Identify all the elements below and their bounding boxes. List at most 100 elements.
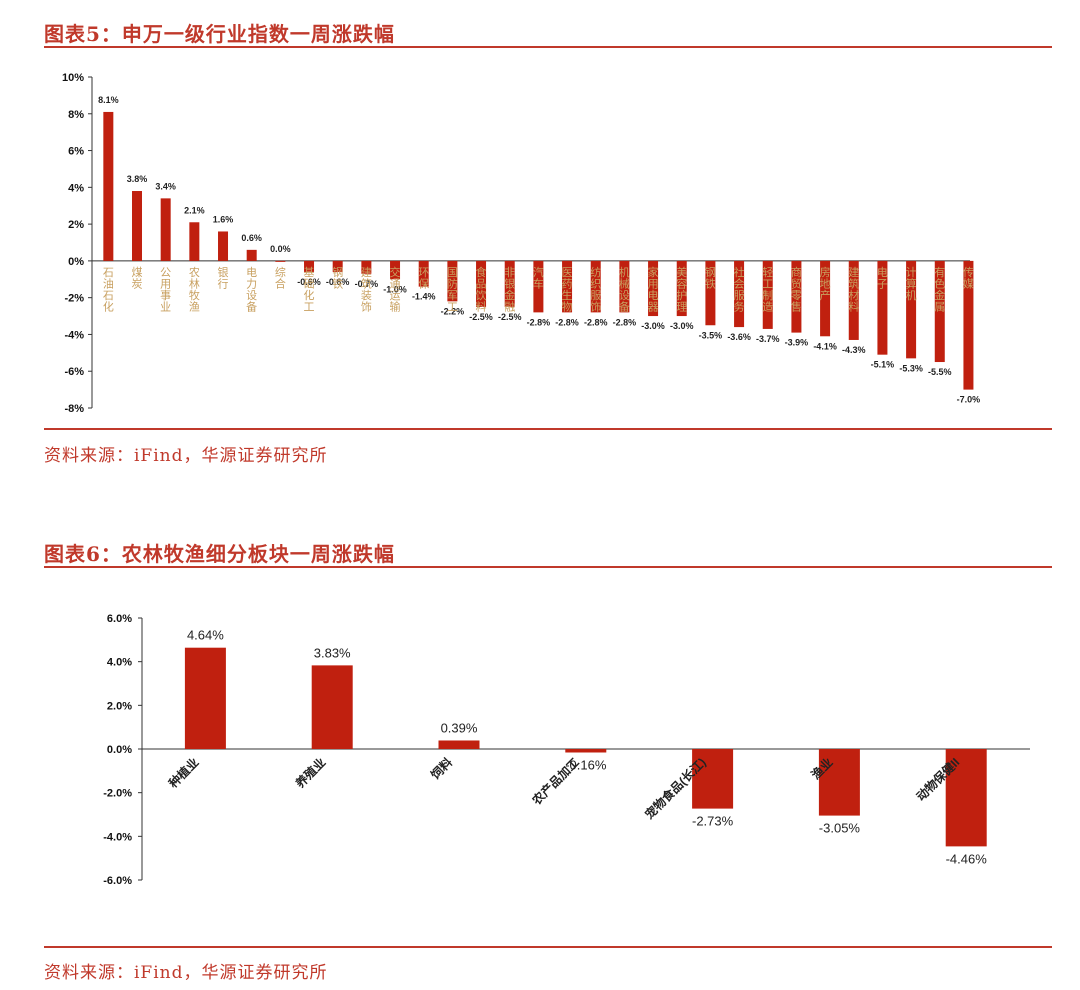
- category-label: 医药生物: [562, 267, 573, 314]
- bar: [103, 111, 114, 261]
- category-label: 房地产: [820, 266, 831, 302]
- data-label: -3.05%: [819, 821, 861, 836]
- y-tick-label: -4%: [64, 329, 84, 341]
- y-tick-label: 0.0%: [107, 744, 132, 756]
- bar: [332, 260, 343, 272]
- figure5-bottom-rule: [44, 428, 1052, 430]
- category-label: 社会服务: [734, 265, 745, 314]
- category-label: 轻工制造: [762, 265, 773, 314]
- data-label: -4.1%: [813, 341, 837, 351]
- category-label: 农产品加工: [528, 755, 582, 809]
- category-label: 机械设备: [619, 265, 630, 314]
- y-tick-label: -8%: [64, 403, 84, 415]
- data-label: -0.16%: [565, 757, 607, 772]
- bar: [246, 249, 257, 261]
- agri-subsector-weekly-change-chart: 6.0% 4.0% 2.0% 0.0% -2.0% -4.0% -6.0% 4.64% 种植业 3…: [103, 613, 1030, 887]
- bar: [762, 260, 773, 329]
- bar: [692, 749, 734, 809]
- data-label: -2.5%: [469, 312, 493, 322]
- category-label: 银行: [218, 265, 229, 291]
- y-tick-label: 2%: [68, 219, 84, 231]
- category-label: 商贸零售: [791, 265, 802, 314]
- category-label: 环保: [418, 267, 429, 291]
- y-tick-label: 2.0%: [107, 700, 132, 712]
- category-label: 钢铁: [332, 266, 343, 291]
- category-label: 美容护理: [676, 266, 687, 314]
- bar: [562, 260, 573, 313]
- figure5-top-rule: [44, 46, 1052, 48]
- figure5-title: 图表5：申万一级行业指数一周涨跌幅: [44, 22, 395, 46]
- data-label: -3.9%: [785, 338, 809, 348]
- category-label: 煤炭: [132, 266, 143, 291]
- y-tick-label: 4.0%: [107, 657, 132, 669]
- data-label: 0.6%: [241, 233, 262, 243]
- bar: [218, 231, 229, 261]
- data-label: -2.8%: [527, 317, 551, 327]
- data-label: -4.46%: [946, 851, 988, 866]
- bar: [648, 260, 659, 317]
- bar: [818, 749, 860, 816]
- industry-weekly-change-chart: 10% 8% 6% 4% 2% 0% -2% -4% -6% -8% 8.1% 石油石化 3.8% 煤炭 3…: [62, 72, 981, 415]
- bar: [418, 260, 429, 287]
- y-tick-label: 10%: [62, 72, 84, 84]
- data-label: -2.8%: [555, 317, 579, 327]
- data-label: -0.7%: [355, 279, 379, 289]
- bar: [619, 260, 630, 313]
- data-label: 3.4%: [155, 181, 176, 191]
- bar: [705, 260, 716, 326]
- data-label: 8.1%: [98, 95, 119, 105]
- category-label: 建筑装饰: [361, 265, 372, 314]
- y-tick-label: -2.0%: [103, 788, 132, 800]
- category-label: 有色金属: [934, 265, 945, 314]
- category-label: 汽车: [533, 265, 544, 291]
- data-label: 3.83%: [314, 645, 351, 660]
- category-label: 建筑材料: [848, 265, 859, 314]
- bar: [533, 260, 544, 313]
- figure6-top-rule: [44, 566, 1052, 568]
- bar: [189, 222, 200, 261]
- data-label: -3.6%: [727, 332, 751, 342]
- bar: [275, 260, 286, 262]
- category-label: 食品饮料: [476, 265, 487, 314]
- figure6-bottom-rule: [44, 946, 1052, 948]
- bar: [504, 260, 515, 307]
- category-label: 基础化工: [304, 266, 315, 314]
- data-label: -7.0%: [957, 395, 981, 405]
- category-label: 养殖业: [292, 755, 329, 792]
- data-label: -3.0%: [670, 321, 694, 331]
- category-label: 公用事业: [160, 267, 171, 314]
- data-label: 4.64%: [187, 628, 224, 643]
- data-label: 3.8%: [127, 174, 148, 184]
- bar: [734, 260, 745, 328]
- data-label: -5.5%: [928, 367, 952, 377]
- bar: [476, 260, 487, 307]
- data-label: -2.8%: [584, 317, 608, 327]
- y-tick-label: 8%: [68, 109, 84, 121]
- bar: [361, 260, 372, 274]
- bar: [447, 260, 458, 302]
- y-tick-label: 0%: [68, 256, 84, 268]
- figure6-source: 资料来源：iFind，华源证券研究所: [44, 963, 328, 983]
- bar: [676, 260, 687, 317]
- bar: [945, 749, 987, 847]
- data-label: 1.6%: [213, 214, 234, 224]
- data-label: 0.39%: [441, 720, 478, 735]
- category-label: 饲料: [427, 755, 455, 783]
- data-label: -2.5%: [498, 312, 522, 322]
- bar: [565, 749, 607, 753]
- category-label: 农林牧渔: [189, 265, 200, 314]
- category-label: 电力设备: [246, 266, 257, 314]
- bar: [311, 665, 353, 749]
- bar: [390, 260, 401, 280]
- bar: [132, 191, 143, 261]
- bar: [906, 260, 917, 359]
- bar: [934, 260, 945, 363]
- y-tick-label: -2%: [64, 293, 84, 305]
- category-label: 非银金融: [504, 266, 515, 314]
- data-label: -5.1%: [871, 360, 895, 370]
- data-label: -0.6%: [326, 277, 350, 287]
- bar: [877, 260, 888, 355]
- data-label: -1.4%: [412, 292, 436, 302]
- y-tick-label: 4%: [68, 182, 84, 194]
- data-label: 0.0%: [270, 244, 291, 254]
